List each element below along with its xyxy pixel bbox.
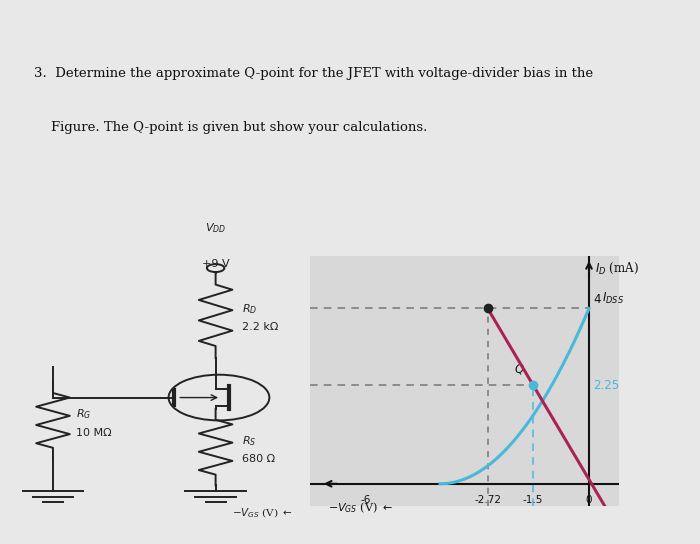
Text: $Q$: $Q$ [514,362,525,376]
Text: +9 V: +9 V [202,259,230,269]
Text: 4: 4 [594,293,601,306]
Text: -2.72: -2.72 [474,495,501,505]
Text: -1.5: -1.5 [523,495,543,505]
Text: $R_G$: $R_G$ [76,407,92,421]
Text: $I_D$ (mA): $I_D$ (mA) [594,261,638,276]
Text: $R_D$: $R_D$ [242,302,258,316]
Text: $-V_{GS}$ (V) $\leftarrow$: $-V_{GS}$ (V) $\leftarrow$ [328,500,393,515]
Text: $I_{DSS}$: $I_{DSS}$ [602,291,624,306]
Text: $V_{DD}$: $V_{DD}$ [205,221,226,234]
Text: 10 MΩ: 10 MΩ [76,428,112,437]
Text: 680 Ω: 680 Ω [242,454,276,465]
Text: $R_S$: $R_S$ [242,434,257,448]
Text: $-V_{GS}$ (V) $\leftarrow$: $-V_{GS}$ (V) $\leftarrow$ [232,506,293,520]
Text: Figure. The Q-point is given but show your calculations.: Figure. The Q-point is given but show yo… [34,121,428,134]
Text: 2.25: 2.25 [594,379,620,392]
Text: 0: 0 [586,495,592,505]
Text: 2.2 kΩ: 2.2 kΩ [242,323,279,332]
Text: -6: -6 [360,495,371,505]
Text: 3.  Determine the approximate Q-point for the JFET with voltage-divider bias in : 3. Determine the approximate Q-point for… [34,67,594,79]
